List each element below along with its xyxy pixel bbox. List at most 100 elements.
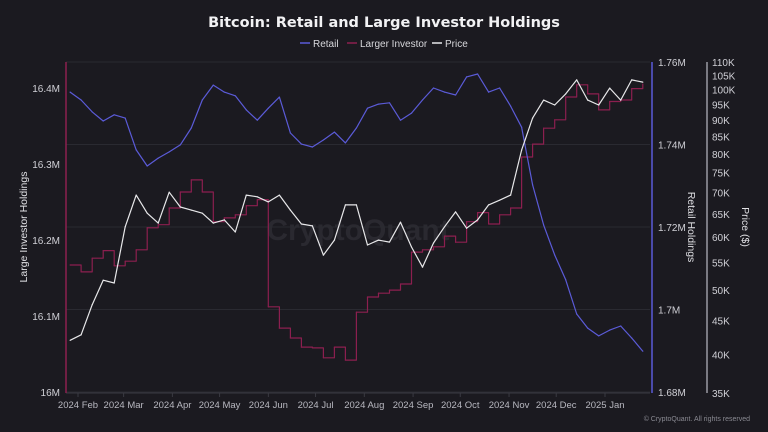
data-point-retail (565, 279, 567, 281)
data-point-price (289, 209, 291, 211)
y-tick-label-price: 65K (712, 210, 730, 221)
data-point-retail (300, 143, 302, 145)
y-tick-label-price: 100K (712, 86, 736, 97)
data-point-retail (476, 73, 479, 75)
data-point-larger-investor (510, 207, 512, 209)
data-point-retail (576, 313, 578, 315)
data-point-retail (311, 146, 313, 148)
y-tick-label-price: 45K (712, 316, 730, 327)
y-tick-label-large: 16.4M (32, 84, 60, 95)
data-point-larger-investor (487, 223, 490, 225)
data-point-larger-investor (410, 251, 413, 253)
data-point-price (69, 339, 71, 341)
data-point-retail (256, 119, 258, 121)
data-point-retail (587, 327, 589, 329)
data-point-retail (289, 132, 291, 134)
data-point-price (421, 266, 424, 268)
series-lines (69, 73, 644, 361)
data-point-larger-investor (278, 327, 280, 329)
data-point-retail (510, 105, 512, 107)
data-point-price (223, 219, 225, 221)
data-point-larger-investor (135, 249, 137, 251)
data-point-larger-investor (465, 221, 468, 223)
data-point-price (355, 204, 358, 206)
data-point-larger-investor (587, 93, 589, 95)
data-point-price (642, 81, 644, 83)
data-point-larger-investor (300, 346, 302, 348)
data-point-price (487, 204, 490, 206)
data-point-retail (322, 139, 325, 141)
data-point-price (256, 196, 258, 198)
y-tick-label-large: 16M (41, 388, 60, 399)
data-point-larger-investor (543, 127, 545, 129)
data-point-price (168, 191, 170, 193)
data-point-retail (278, 96, 280, 98)
data-point-price (201, 212, 203, 214)
data-point-retail (80, 99, 82, 101)
data-point-retail (212, 84, 214, 86)
copyright: © CryptoQuant. All rights reserved (644, 415, 750, 423)
y-axis-label-retail: Retail Holdings (685, 192, 697, 263)
x-tick-label: 2024 Jul (298, 400, 334, 411)
x-tick-label: 2024 Feb (58, 400, 98, 411)
data-point-larger-investor (598, 109, 600, 111)
x-tick-label: 2024 Nov (489, 400, 530, 411)
data-point-larger-investor (102, 249, 104, 252)
y-tick-label-large: 16.2M (32, 236, 60, 247)
data-point-price (631, 79, 633, 81)
data-point-price (543, 99, 545, 101)
y-tick-label-large: 16.3M (32, 160, 60, 171)
data-point-larger-investor (157, 224, 159, 226)
data-point-retail (620, 325, 622, 327)
data-point-retail (532, 184, 534, 186)
x-tick-label: 2024 Apr (153, 400, 191, 411)
data-point-price (212, 222, 214, 224)
data-point-larger-investor (146, 227, 148, 229)
data-point-price (245, 194, 247, 196)
data-point-larger-investor (234, 214, 236, 216)
data-point-price (443, 226, 446, 228)
data-point-larger-investor (289, 337, 291, 339)
data-point-larger-investor (311, 347, 313, 349)
data-point-larger-investor (399, 283, 402, 285)
data-point-retail (223, 91, 225, 93)
data-point-price (510, 194, 512, 196)
data-point-price (532, 117, 534, 119)
legend-label-larger-investor: Larger Investor (360, 39, 428, 50)
data-point-larger-investor (521, 156, 523, 158)
data-point-larger-investor (366, 296, 369, 298)
chart-title: Bitcoin: Retail and Large Investor Holdi… (208, 15, 560, 31)
data-point-retail (487, 91, 490, 93)
data-point-larger-investor (355, 311, 358, 313)
data-point-price (399, 221, 402, 223)
data-point-retail (554, 254, 556, 256)
data-point-retail (443, 91, 446, 93)
data-point-retail (609, 329, 611, 331)
data-point-larger-investor (642, 83, 644, 85)
data-point-larger-investor (80, 271, 82, 273)
x-tick-label: 2024 May (199, 400, 241, 411)
y-tick-label-price: 90K (712, 116, 730, 127)
data-point-price (576, 79, 578, 81)
data-point-price (322, 254, 325, 256)
data-point-retail (69, 91, 71, 93)
data-point-price (377, 239, 380, 241)
data-point-retail (102, 120, 104, 122)
data-point-larger-investor (190, 179, 192, 181)
data-point-retail (113, 114, 115, 116)
data-point-price (146, 212, 148, 214)
data-point-larger-investor (432, 246, 435, 248)
data-point-retail (355, 127, 358, 129)
y-tick-label-retail: 1.7M (658, 306, 680, 317)
x-tick-label: 2024 Jun (249, 400, 288, 411)
y-tick-label-price: 60K (712, 233, 730, 244)
x-tick-label: 2024 Aug (344, 400, 384, 411)
x-tick-label: 2025 Jan (585, 400, 624, 411)
data-point-larger-investor (69, 264, 71, 266)
data-point-retail (201, 99, 203, 101)
data-point-larger-investor (388, 289, 391, 291)
data-point-price (366, 244, 369, 246)
x-tick-label: 2024 Sep (393, 400, 434, 411)
data-point-retail (179, 144, 181, 146)
data-point-retail (432, 87, 435, 89)
